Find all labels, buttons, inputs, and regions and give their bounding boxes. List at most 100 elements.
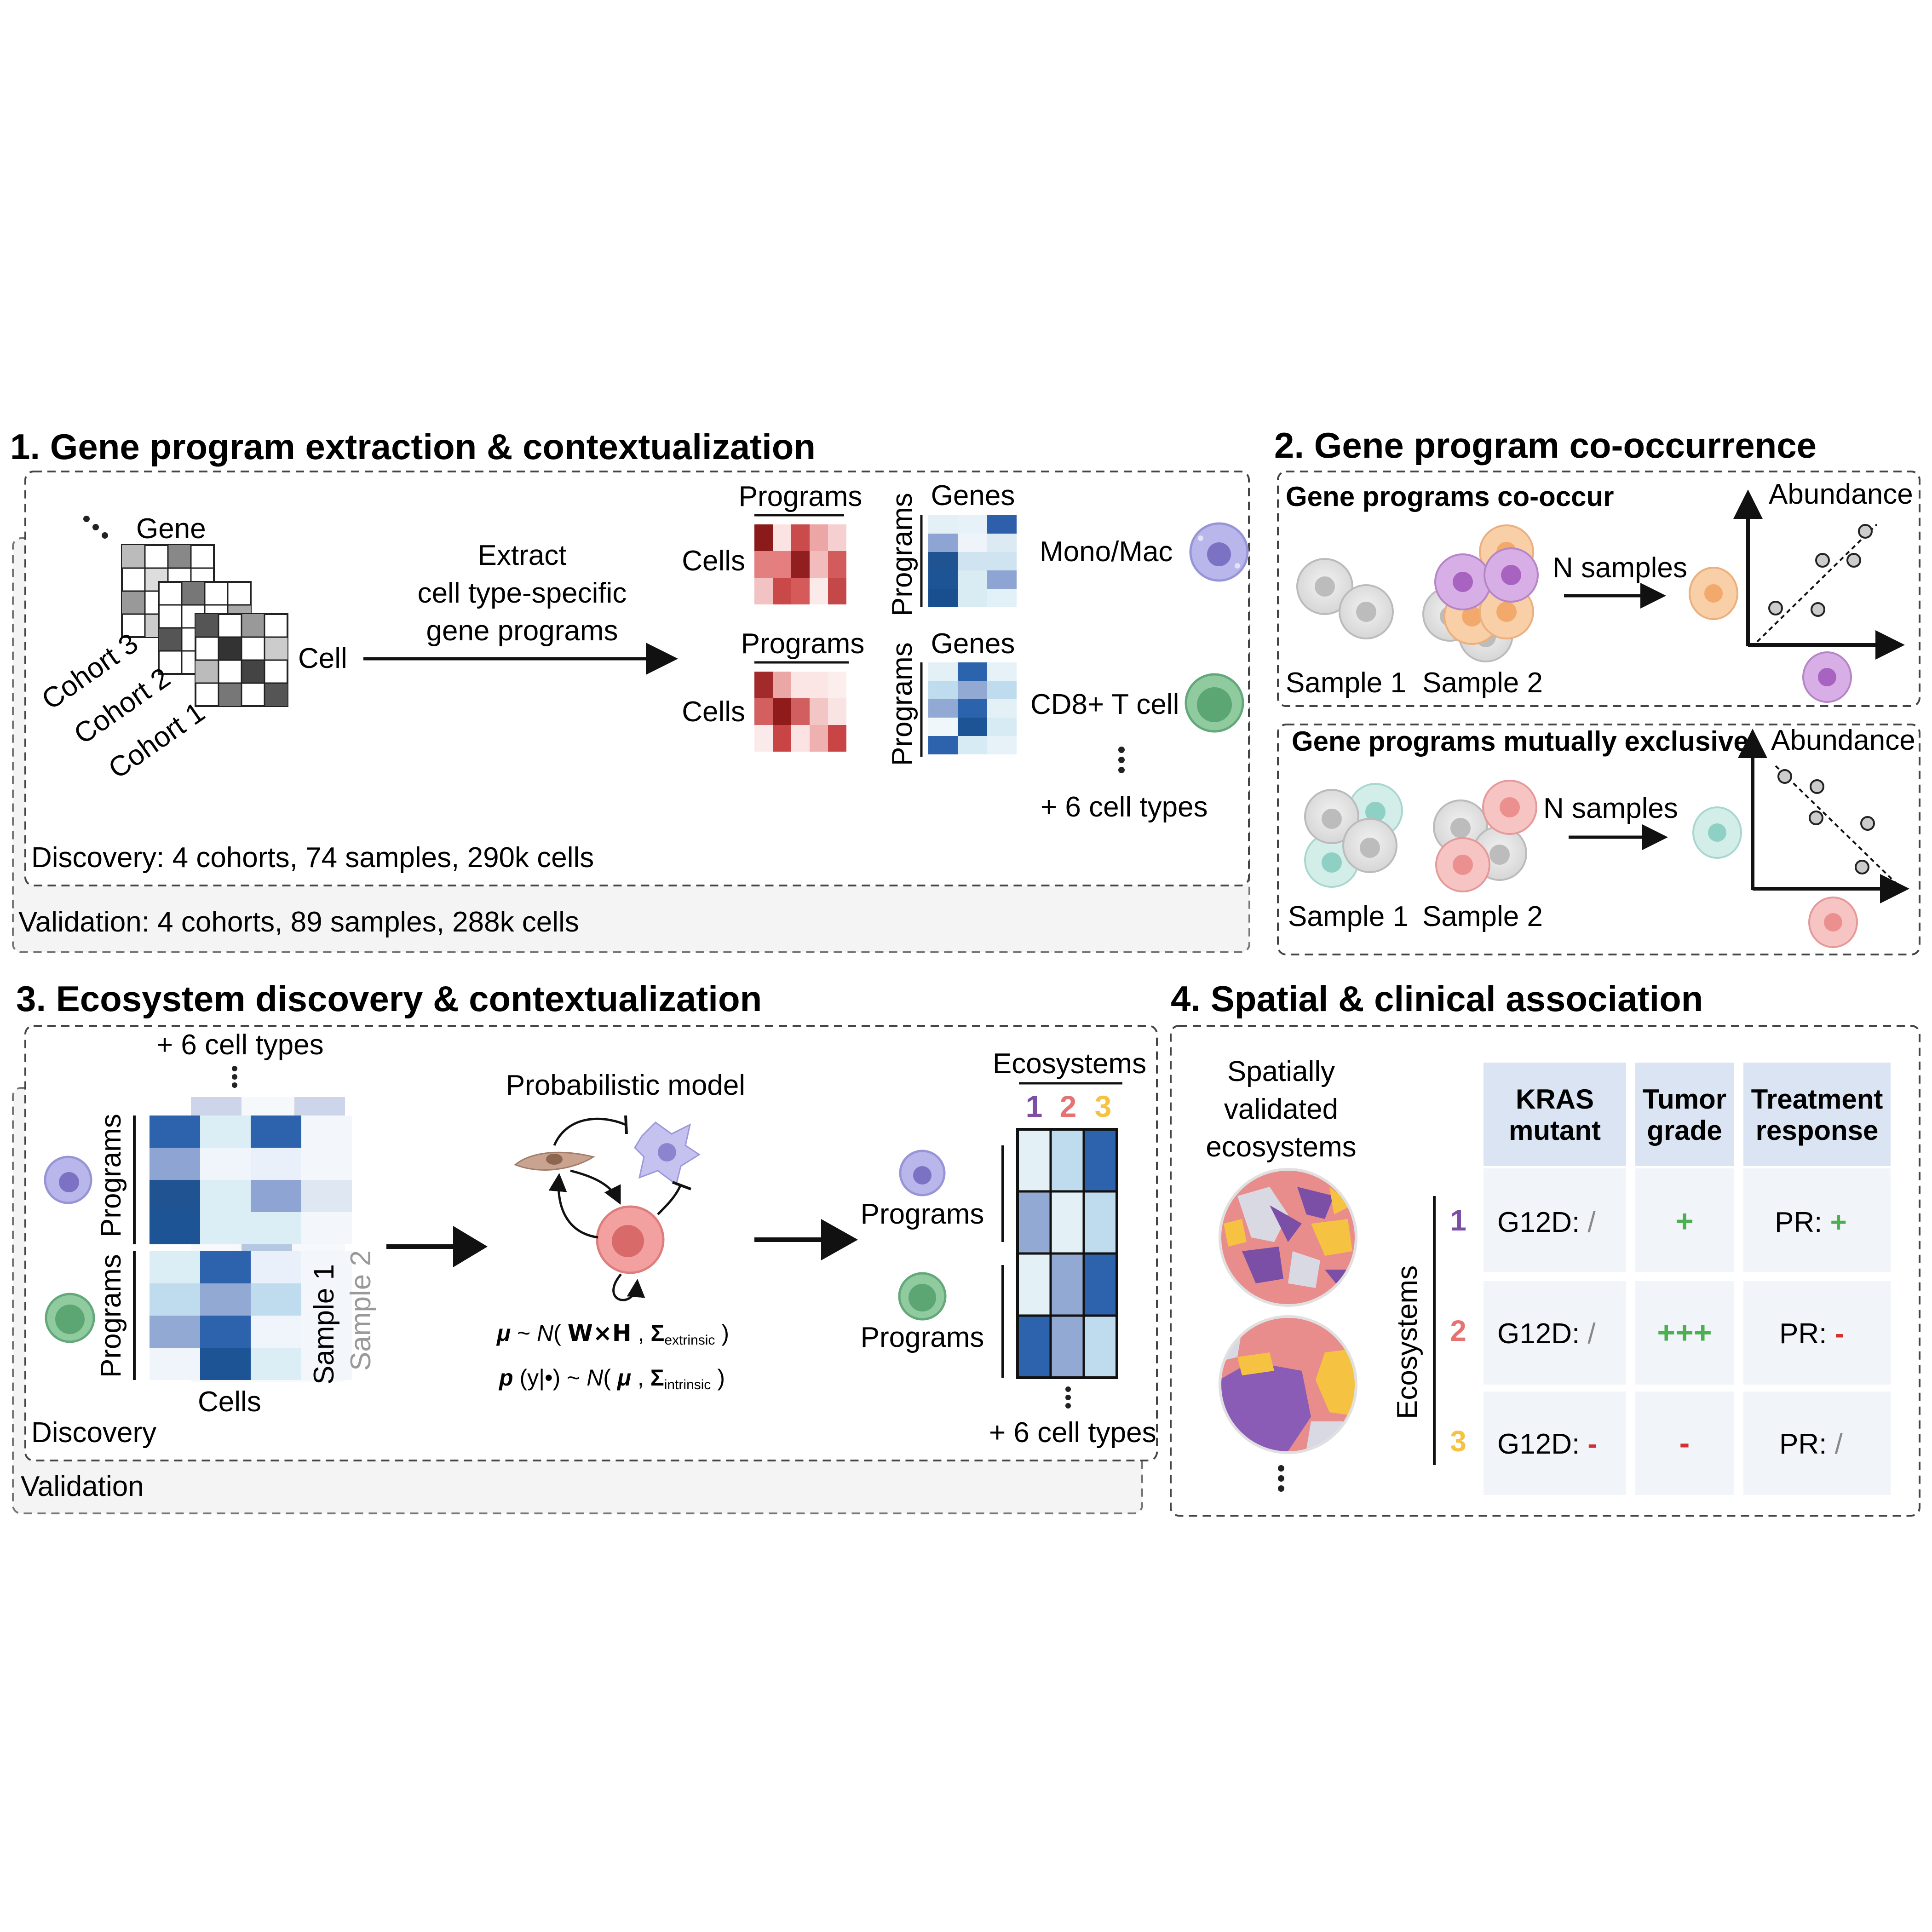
row1-response: PR: +	[1775, 1207, 1847, 1238]
big-arrow-1	[386, 1226, 488, 1267]
row3-kras: G12D: -	[1497, 1428, 1597, 1460]
ecosystems-row-label: Ecosystems	[1392, 1265, 1423, 1419]
sample2-label-top: Sample 2	[1422, 667, 1543, 699]
sample2-label-bottom: Sample 2	[1422, 901, 1543, 932]
sample1-cells-exclusive	[1304, 783, 1403, 888]
ecosystem-matrix	[1016, 1128, 1118, 1379]
panel3-title: 3. Ecosystem discovery & contextualizati…	[16, 978, 762, 1019]
exclusive-scatter	[1738, 729, 1909, 903]
extract-line-3: gene programs	[426, 615, 618, 647]
panel4-title: 4. Spatial & clinical association	[1171, 978, 1703, 1019]
arrow-tumor-to-fibro	[548, 1173, 598, 1239]
programs-label-bottom: Programs	[741, 628, 865, 660]
exclusive-box	[1277, 724, 1920, 955]
spatial-clinical-box	[1170, 1025, 1920, 1517]
model-title: Probabilistic model	[506, 1070, 745, 1101]
programs-vert-label-3a: Programs	[95, 1114, 127, 1237]
more-cell-types-3a: + 6 cell types	[156, 1029, 324, 1061]
eco-number-3: 3	[1095, 1089, 1112, 1123]
spatial-map-1	[1219, 1168, 1357, 1307]
row2-grade: +++	[1657, 1315, 1712, 1350]
sample1-label-top: Sample 1	[1286, 667, 1406, 699]
sample1-vert-label: Sample 1	[308, 1264, 340, 1385]
programs-vert-label-bottom: Programs	[886, 642, 918, 766]
co-occur-title: Gene programs co-occur	[1286, 481, 1614, 512]
big-arrow-2	[754, 1219, 858, 1260]
inhibit-arc-1	[553, 1117, 626, 1146]
abundance-label-bottom: Abundance	[1771, 724, 1915, 756]
orange-cell-icon	[1689, 567, 1738, 620]
cooccur-scatter	[1733, 489, 1905, 660]
cell-type-monomac: Mono/Mac	[1040, 536, 1173, 568]
eco-number-1: 1	[1026, 1089, 1043, 1123]
eco-number-2: 2	[1060, 1089, 1077, 1123]
cohort-matrix-stack	[83, 516, 288, 707]
programs-vert-label-top: Programs	[886, 493, 918, 616]
row3-grade: -	[1679, 1426, 1690, 1460]
model-equation-1: μ ~ N( W×H , Σextrinsic )	[496, 1320, 729, 1348]
purple-cell-icon	[1802, 651, 1852, 703]
ecosystems-col-label: Ecosystems	[993, 1048, 1146, 1080]
programs-vert-label-3b: Programs	[95, 1254, 127, 1378]
monomac-icon-3b	[899, 1150, 946, 1196]
teal-cell-icon	[1692, 806, 1742, 859]
sample2-vert-label: Sample 2	[345, 1250, 377, 1371]
header-kras	[1484, 1063, 1626, 1166]
inhibit-tumor-to-macro	[657, 1184, 682, 1215]
genes-label-bottom: Genes	[931, 628, 1015, 660]
header-grade	[1635, 1063, 1734, 1166]
spatial-map-2	[1219, 1315, 1357, 1454]
cells-label-3: Cells	[198, 1386, 261, 1418]
row1-num: 1	[1450, 1204, 1466, 1237]
col-header-grade-2: grade	[1647, 1115, 1722, 1146]
arrow-fibro-to-tumor	[570, 1169, 621, 1205]
red-matrix-cd8	[754, 672, 846, 752]
col-header-response-2: response	[1756, 1115, 1879, 1146]
panel1-title: 1. Gene program extraction & contextuali…	[10, 426, 816, 467]
clinical-table	[1484, 1063, 1891, 1495]
row2-num: 2	[1450, 1314, 1466, 1347]
cd8-tcell-icon	[1184, 673, 1244, 733]
abundance-label-top: Abundance	[1769, 478, 1913, 510]
programs-label-3c: Programs	[861, 1198, 984, 1230]
col-header-kras-2: mutant	[1509, 1115, 1601, 1146]
blue-matrix-cd8	[928, 662, 1017, 754]
fibroblast-icon	[514, 1151, 595, 1171]
col-header-kras-1: KRAS	[1516, 1084, 1594, 1115]
row1-kras: G12D: /	[1497, 1207, 1596, 1238]
cells-label-top: Cells	[682, 545, 745, 577]
programs-label-3d: Programs	[861, 1322, 984, 1353]
more-cell-types-3b: + 6 cell types	[989, 1417, 1156, 1449]
blue-matrix-monomac	[928, 515, 1017, 607]
discovery-label-3: Discovery	[31, 1417, 156, 1449]
discovery-summary: Discovery: 4 cohorts, 74 samples, 290k c…	[31, 842, 594, 874]
extract-line-2: cell type-specific	[418, 577, 627, 609]
row3-response: PR: /	[1779, 1428, 1843, 1460]
n-samples-bottom: N samples	[1543, 793, 1678, 824]
sample2-cells-exclusive	[1433, 780, 1537, 892]
header-response	[1743, 1063, 1891, 1166]
tumor-cell-icon	[596, 1205, 665, 1274]
cd8-icon-3b	[898, 1272, 947, 1321]
gene-axis-label: Gene	[136, 513, 206, 545]
col-header-grade-1: Tumor	[1643, 1084, 1726, 1115]
row3-num: 3	[1450, 1425, 1466, 1458]
genes-label-top: Genes	[931, 480, 1015, 512]
sample2-cells-cooccur	[1422, 524, 1539, 662]
red-matrix-monomac	[754, 524, 846, 604]
sample1-cells-cooccur	[1296, 558, 1394, 639]
more-cell-types-1: + 6 cell types	[1041, 791, 1208, 823]
cells-label-bottom: Cells	[682, 696, 745, 728]
svg-text:μ ~ N( W×H , Σextrinsic ): μ ~ N( W×H , Σextrinsic )	[496, 1320, 729, 1348]
col-header-response-1: Treatment	[1751, 1084, 1883, 1115]
spatial-text-2: validated	[1224, 1093, 1338, 1125]
macrophage-icon	[634, 1121, 701, 1186]
row2-response: PR: -	[1779, 1318, 1844, 1350]
exclusive-title: Gene programs mutually exclusive	[1292, 726, 1749, 757]
cd8-icon-3	[45, 1293, 95, 1343]
sample1-program-matrix	[150, 1116, 352, 1380]
monomac-icon-3	[44, 1156, 92, 1204]
n-samples-top: N samples	[1552, 552, 1687, 584]
row1-grade: +	[1675, 1204, 1694, 1239]
